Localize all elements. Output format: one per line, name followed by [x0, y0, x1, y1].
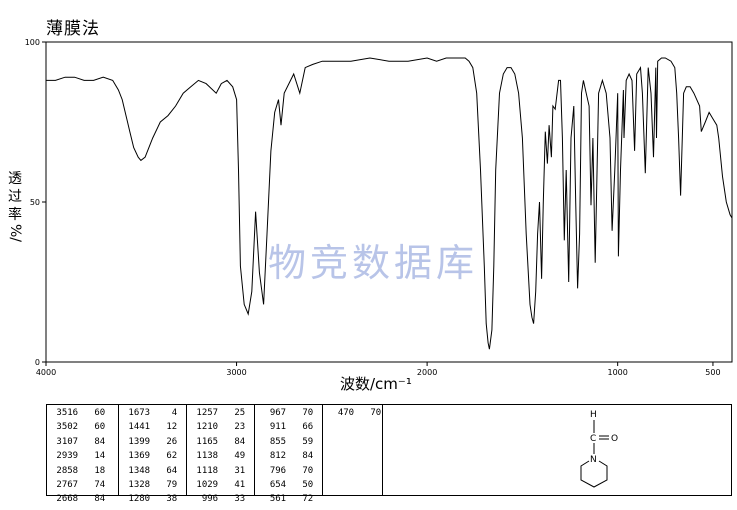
peak-row: 2858 18	[51, 465, 106, 476]
peak-column: 470 70	[323, 405, 383, 495]
peak-row: 3502 60	[51, 422, 106, 433]
y-axis-label-char: %/	[7, 224, 23, 243]
y-axis-label-char: 率	[8, 207, 22, 223]
peak-row: 796 70	[259, 465, 314, 476]
peak-row: 1348 64	[123, 465, 178, 476]
atom-c: C	[590, 434, 596, 444]
peak-row: 812 84	[259, 451, 314, 462]
plot-frame	[45, 41, 733, 363]
peak-table: 3516 60 3502 60 3107 84 2939 14 2858 18 …	[46, 404, 732, 504]
peak-row: 1029 41	[191, 480, 246, 491]
peak-row: 2668 84	[51, 494, 106, 505]
molecule-structure: H C O N	[580, 410, 618, 488]
peak-row: 1441 12	[123, 422, 178, 433]
y-axis-label-char: 透	[8, 171, 22, 187]
x-tick-label: 1000	[607, 368, 627, 377]
y-axis-label-char: 过	[8, 189, 22, 205]
peak-row: 996 33	[191, 494, 246, 505]
peak-row: 1328 79	[123, 480, 178, 491]
y-axis-label: 透 过 率 %/	[6, 170, 24, 242]
peak-row: 911 66	[259, 422, 314, 433]
peak-column: 967 70 911 66 855 59 812 84 796 70 654 5…	[255, 405, 323, 504]
peak-column: 1673 4 1441 12 1399 26 1369 62 1348 64 1…	[119, 405, 187, 504]
peak-row: 3516 60	[51, 408, 106, 418]
peak-row: 470 70	[327, 408, 382, 418]
y-tick-label: 50	[30, 198, 40, 207]
peak-row: 654 50	[259, 480, 314, 491]
x-tick-label: 4000	[36, 368, 56, 377]
peak-row: 2767 74	[51, 480, 106, 491]
peak-row: 1673 4	[123, 408, 178, 418]
peak-row: 1399 26	[123, 436, 178, 447]
spectrum-line	[46, 57, 733, 350]
peak-row: 1280 38	[123, 494, 178, 505]
peak-row: 1118 31	[191, 465, 246, 476]
peak-row: 1138 49	[191, 451, 246, 462]
peak-row: 1165 84	[191, 436, 246, 447]
peak-column: 1257 25 1210 23 1165 84 1138 49 1118 31 …	[187, 405, 255, 504]
atom-o: O	[611, 434, 618, 444]
peak-row: 3107 84	[51, 436, 106, 447]
atom-h: H	[590, 410, 597, 420]
peak-row: 1210 23	[191, 422, 246, 433]
peak-row: 2939 14	[51, 451, 106, 462]
peak-row: 967 70	[259, 408, 314, 418]
peak-column: 3516 60 3502 60 3107 84 2939 14 2858 18 …	[47, 405, 119, 504]
peak-row: 561 72	[259, 494, 314, 505]
peak-row: 1257 25	[191, 408, 246, 418]
x-tick-label: 2000	[417, 368, 437, 377]
x-tick-label: 500	[705, 368, 720, 377]
peak-row: 855 59	[259, 436, 314, 447]
x-tick-label: 3000	[226, 368, 246, 377]
watermark: 物竞数据库	[268, 241, 479, 285]
y-tick-label: 100	[25, 38, 40, 47]
y-tick-label: 0	[35, 358, 40, 367]
atom-n: N	[590, 455, 597, 465]
chart-title: 薄膜法	[46, 19, 100, 39]
peak-row: 1369 62	[123, 451, 178, 462]
x-axis-label: 波数/cm⁻¹	[340, 375, 412, 393]
piperidine-ring	[580, 460, 608, 488]
